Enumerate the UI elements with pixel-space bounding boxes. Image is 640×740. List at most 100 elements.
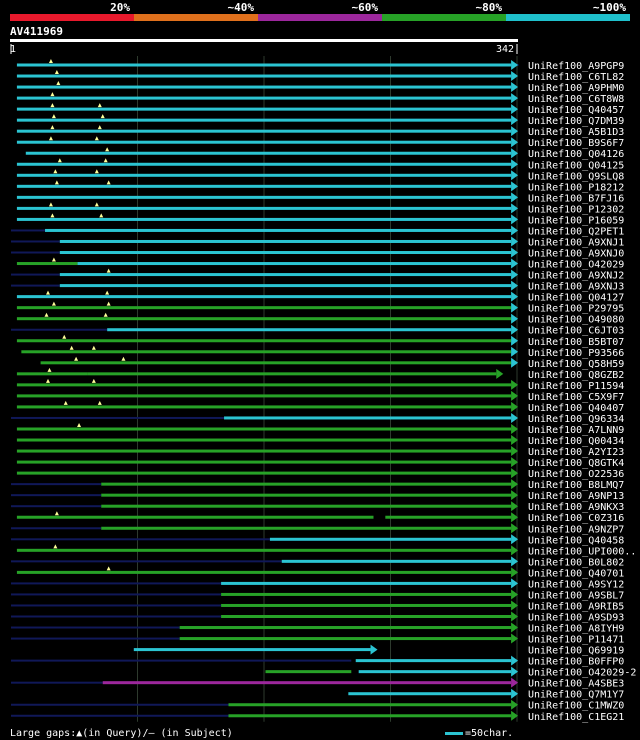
hit-row[interactable]: UniRef100_Q9SLQ8 [16,169,624,182]
hit-row[interactable]: UniRef100_C1MWZ0 [11,699,624,712]
hit-row[interactable]: UniRef100_B8LMQ7 [11,479,624,491]
hit-row[interactable]: UniRef100_A4SBE3 [11,677,624,690]
hit-label[interactable]: UniRef100_Q04127 [528,293,624,304]
hit-row[interactable]: UniRef100_O42029-2 [265,666,636,679]
hit-label[interactable]: UniRef100_Q40457 [528,105,624,116]
hit-row[interactable]: UniRef100_Q04127 [16,290,624,304]
hit-label[interactable]: UniRef100_C1MWZ0 [528,701,624,712]
hit-label[interactable]: UniRef100_O42029 [528,260,624,271]
hit-row[interactable]: UniRef100_A9SY12 [11,578,624,590]
hit-label[interactable]: UniRef100_A9XNJ0 [528,249,624,260]
hit-row[interactable]: UniRef100_O22536 [16,468,624,480]
hit-row[interactable]: UniRef100_UPI000.. [16,544,636,557]
hit-row[interactable]: UniRef100_A2YI23 [16,446,624,458]
hit-label[interactable]: UniRef100_UPI000.. [528,546,636,557]
hit-label[interactable]: UniRef100_P12302 [528,204,624,215]
hit-row[interactable]: UniRef100_A9NKX3 [11,501,624,513]
hit-row[interactable]: UniRef100_A9SD93 [11,611,624,624]
hit-label[interactable]: UniRef100_P18212 [528,182,624,193]
hit-label[interactable]: UniRef100_C0Z316 [528,513,624,524]
hit-row[interactable]: UniRef100_C6JT03 [11,324,624,337]
hit-label[interactable]: UniRef100_A9RIB5 [528,601,624,612]
hit-label[interactable]: UniRef100_Q40458 [528,535,624,546]
hit-label[interactable]: UniRef100_P16059 [528,215,624,226]
hit-row[interactable]: UniRef100_O49080 [16,312,624,326]
hit-row[interactable]: UniRef100_Q40407 [16,400,624,414]
hit-label[interactable]: UniRef100_B9S6F7 [528,138,624,149]
hit-row[interactable]: UniRef100_O42029 [16,257,624,271]
hit-row[interactable]: UniRef100_Q96334 [11,412,624,425]
hit-label[interactable]: UniRef100_Q40701 [528,568,624,579]
hit-label[interactable]: UniRef100_P11594 [528,381,624,392]
hit-row[interactable]: UniRef100_Q40458 [11,534,624,546]
hit-row[interactable]: UniRef100_A5B1D3 [16,125,624,138]
hit-label[interactable]: UniRef100_A5B1D3 [528,127,624,138]
hit-row[interactable]: UniRef100_A9XNJ1 [11,236,624,248]
hit-label[interactable]: UniRef100_C6JT03 [528,326,624,337]
hit-row[interactable]: UniRef100_Q04126 [25,147,625,160]
hit-label[interactable]: UniRef100_P29795 [528,304,624,315]
hit-row[interactable]: UniRef100_A9RIB5 [11,600,624,612]
hit-row[interactable]: UniRef100_B7FJ16 [16,192,624,204]
hit-label[interactable]: UniRef100_B8LMQ7 [528,480,624,491]
hit-label[interactable]: UniRef100_Q9SLQ8 [528,171,624,182]
hit-label[interactable]: UniRef100_A9NKX3 [528,502,624,513]
hit-row[interactable]: UniRef100_Q40457 [16,103,624,116]
hit-row[interactable]: UniRef100_C6TL82 [16,70,624,83]
hit-label[interactable]: UniRef100_A9XNJ3 [528,282,624,293]
hit-label[interactable]: UniRef100_O22536 [528,469,624,480]
hit-label[interactable]: UniRef100_Q96334 [528,414,624,425]
hit-label[interactable]: UniRef100_A9SBL7 [528,590,624,601]
hit-row[interactable]: UniRef100_Q7M1Y7 [348,688,624,701]
hit-label[interactable]: UniRef100_Q69919 [528,646,624,657]
hit-row[interactable]: UniRef100_P29795 [16,301,624,315]
hit-label[interactable]: UniRef100_A4SBE3 [528,679,624,690]
hit-label[interactable]: UniRef100_Q2PET1 [528,226,624,237]
hit-row[interactable]: UniRef100_B9S6F7 [16,136,624,149]
hit-row[interactable]: UniRef100_P93566 [21,345,624,359]
hit-label[interactable]: UniRef100_Q04125 [528,160,624,171]
hit-label[interactable]: UniRef100_P93566 [528,348,624,359]
hit-label[interactable]: UniRef100_B7FJ16 [528,193,624,204]
hit-row[interactable]: UniRef100_Q7DM39 [16,114,624,127]
hit-label[interactable]: UniRef100_A9XNJ2 [528,271,624,282]
hit-row[interactable]: UniRef100_Q58H59 [40,356,625,370]
hit-label[interactable]: UniRef100_A2YI23 [528,447,624,458]
hit-row[interactable]: UniRef100_A9XNJ0 [11,247,624,260]
hit-row[interactable]: UniRef100_A9NP13 [11,490,624,502]
hit-row[interactable]: UniRef100_P16059 [16,213,624,226]
hit-row[interactable]: UniRef100_A9XNJ3 [11,280,624,293]
hit-row[interactable]: UniRef100_A8IYH9 [11,622,624,635]
hit-label[interactable]: UniRef100_Q00434 [528,436,624,447]
hit-row[interactable]: UniRef100_Q40701 [16,566,624,579]
hit-row[interactable]: UniRef100_Q69919 [133,644,625,657]
hit-label[interactable]: UniRef100_C6T8W8 [528,94,624,105]
hit-row[interactable]: UniRef100_P11594 [16,378,624,392]
hit-row[interactable]: UniRef100_P12302 [16,202,624,215]
hit-label[interactable]: UniRef100_A7LNN9 [528,425,624,436]
hit-label[interactable]: UniRef100_A9PGP9 [528,61,624,72]
hit-label[interactable]: UniRef100_Q7DM39 [528,116,624,127]
hit-row[interactable]: UniRef100_A9NZP7 [11,523,624,535]
hit-label[interactable]: UniRef100_A9SD93 [528,613,624,624]
hit-label[interactable]: UniRef100_Q7M1Y7 [528,690,624,701]
hit-label[interactable]: UniRef100_O42029-2 [528,668,636,679]
hit-row[interactable]: UniRef100_P18212 [16,180,624,193]
hit-label[interactable]: UniRef100_O49080 [528,315,624,326]
hit-label[interactable]: UniRef100_C1EG21 [528,712,624,723]
hit-label[interactable]: UniRef100_B5BT07 [528,337,624,348]
hit-label[interactable]: UniRef100_C5X9F7 [528,392,624,403]
hit-row[interactable]: UniRef100_B5BT07 [16,334,624,348]
hit-label[interactable]: UniRef100_Q40407 [528,403,624,414]
hit-label[interactable]: UniRef100_A9XNJ1 [528,237,624,248]
hit-row[interactable]: UniRef100_Q04125 [16,158,624,171]
hit-row[interactable]: UniRef100_B0L802 [11,556,624,568]
hit-row[interactable]: UniRef100_Q8GTK4 [16,457,624,469]
hit-label[interactable]: UniRef100_Q58H59 [528,359,624,370]
hit-row[interactable]: UniRef100_C1EG21 [11,710,624,723]
hit-row[interactable]: UniRef100_A9PHM0 [16,81,624,94]
hit-label[interactable]: UniRef100_A9NP13 [528,491,624,502]
hit-label[interactable]: UniRef100_Q8GTK4 [528,458,624,469]
hit-label[interactable]: UniRef100_Q04126 [528,149,624,160]
hit-row[interactable]: UniRef100_A9XNJ2 [11,268,624,282]
